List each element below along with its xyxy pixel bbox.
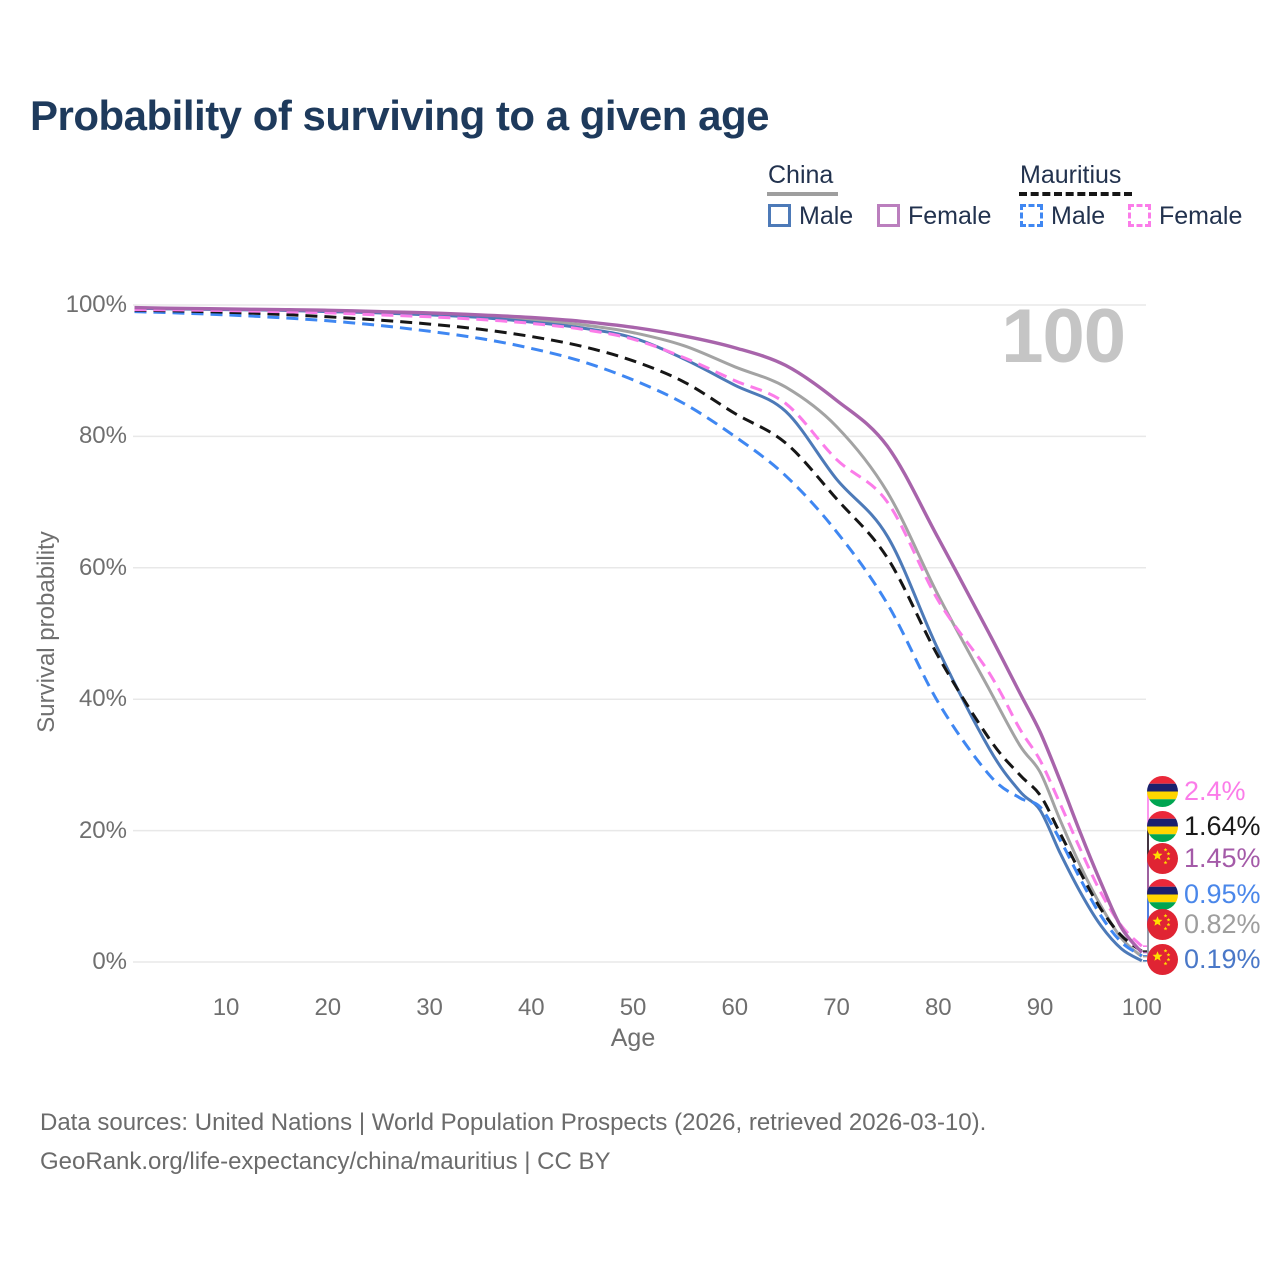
x-tick-40: 40 [517,994,545,1021]
x-tick-90: 90 [1026,994,1054,1021]
legend-group-china: China [768,161,834,189]
china-flag-icon [1147,909,1178,940]
x-tick-50: 50 [619,994,647,1021]
china-flag-icon [1147,843,1178,874]
mauritius-flag-icon [1147,776,1178,807]
y-tick-60: 60% [78,553,127,581]
mauritius-flag-icon [1147,879,1178,910]
legend-underline-china [767,192,838,196]
x-tick-100: 100 [1121,994,1162,1021]
legend-label-mauritius-female[interactable]: Female [1159,202,1243,230]
x-tick-10: 10 [212,994,240,1021]
y-tick-40: 40% [78,685,127,713]
y-tick-80: 80% [78,422,127,450]
end-label-value: 1.64% [1184,811,1261,841]
x-axis-title: Age [610,1024,656,1052]
x-tick-30: 30 [416,994,443,1021]
legend-label-china-male[interactable]: Male [799,202,854,230]
end-label-value: 0.82% [1184,909,1261,939]
end-label-value: 2.4% [1184,776,1246,806]
attribution-link[interactable]: GeoRank.org/life-expectancy/china/maurit… [40,1148,611,1175]
y-axis-title: Survival probability [33,531,60,733]
y-tick-0: 0% [92,948,127,975]
legend-swatch-mauritius-male[interactable] [1020,204,1043,227]
end-label-value: 1.45% [1184,843,1261,873]
legend-underline-mauritius [1019,192,1132,196]
legend-swatch-china-male[interactable] [768,204,791,227]
x-tick-70: 70 [823,994,850,1021]
data-sources-text: Data sources: United Nations | World Pop… [40,1109,987,1136]
x-tick-20: 20 [314,994,342,1021]
end-label-value: 0.95% [1184,879,1261,909]
curve-china [134,306,1143,958]
page-title: Probability of surviving to a given age [30,92,769,139]
mauritius-flag-icon [1147,811,1178,842]
curve-mauritius-female [134,308,1143,948]
end-label-value: 0.19% [1184,944,1261,974]
y-tick-100: 100% [65,291,127,318]
curve-china-female [134,305,1144,954]
legend-swatch-china-female[interactable] [877,204,900,227]
legend-swatch-mauritius-female[interactable] [1128,204,1151,227]
curve-mauritius-male [134,310,1143,958]
y-tick-20: 20% [78,816,127,844]
age-marker-watermark: 100 [1001,294,1126,379]
china-flag-icon [1147,944,1178,975]
legend-label-china-female[interactable]: Female [908,202,992,230]
curve-mauritius [134,308,1143,953]
legend-group-mauritius: Mauritius [1020,161,1122,189]
x-tick-80: 80 [924,994,952,1021]
legend-label-mauritius-male[interactable]: Male [1051,202,1106,230]
x-tick-60: 60 [721,994,749,1021]
